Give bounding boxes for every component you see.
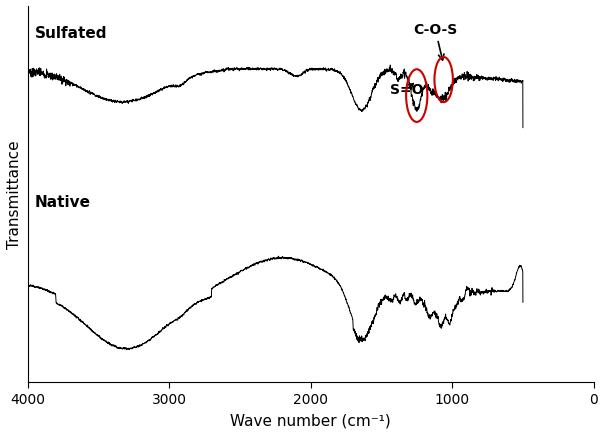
Text: C-O-S: C-O-S [413, 23, 457, 61]
Text: S=O: S=O [390, 83, 424, 97]
Y-axis label: Transmittance: Transmittance [7, 140, 22, 249]
Text: Sulfated: Sulfated [34, 26, 107, 41]
Text: Native: Native [34, 194, 91, 210]
X-axis label: Wave number (cm⁻¹): Wave number (cm⁻¹) [231, 412, 391, 427]
